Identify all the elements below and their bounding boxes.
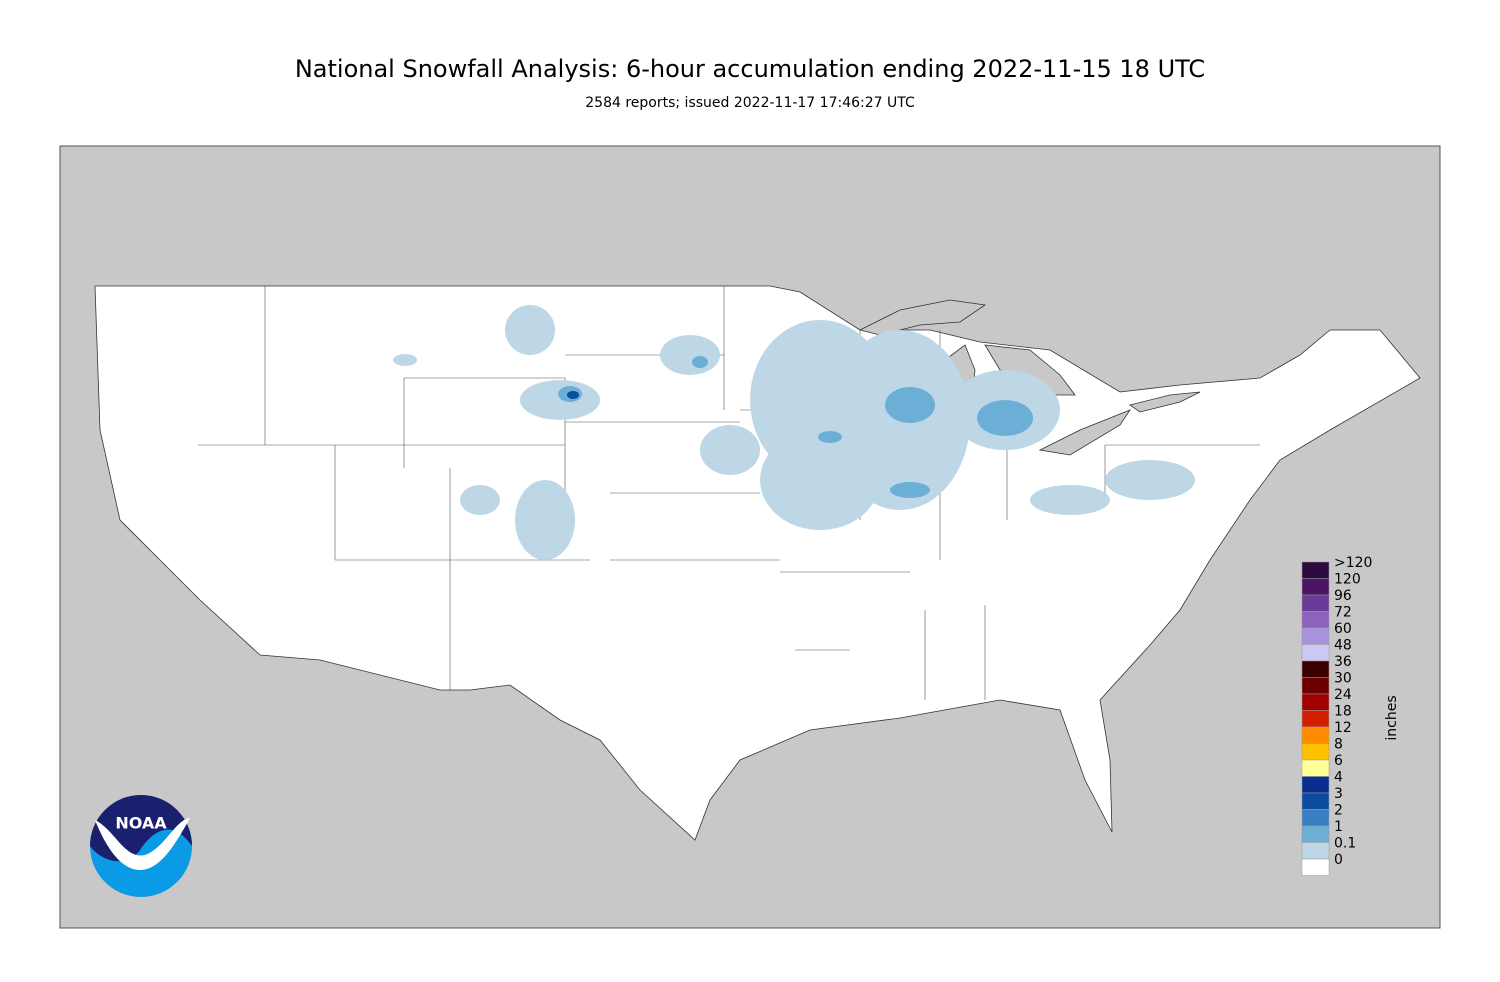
legend-label: 1 bbox=[1334, 819, 1343, 835]
title: National Snowfall Analysis: 6-hour accum… bbox=[295, 55, 1205, 83]
legend-swatch bbox=[1301, 858, 1330, 876]
legend-label: 48 bbox=[1334, 638, 1352, 654]
legend-swatch bbox=[1301, 726, 1330, 744]
legend-swatch bbox=[1301, 693, 1330, 711]
legend-label: 0.1 bbox=[1334, 836, 1356, 852]
legend-unit: inches bbox=[1384, 695, 1400, 740]
legend-label: 36 bbox=[1334, 654, 1352, 670]
legend-swatch bbox=[1301, 644, 1330, 662]
legend-swatch bbox=[1301, 842, 1330, 860]
legend-label: 120 bbox=[1334, 572, 1361, 588]
legend-swatch bbox=[1301, 627, 1330, 645]
legend-label: 60 bbox=[1334, 621, 1352, 637]
subtitle: 2584 reports; issued 2022-11-17 17:46:27… bbox=[585, 95, 915, 111]
legend-label: 2 bbox=[1334, 803, 1343, 819]
legend-swatch bbox=[1301, 561, 1330, 579]
legend-swatch bbox=[1301, 759, 1330, 777]
snow-3-4 bbox=[567, 391, 579, 399]
legend-label: >120 bbox=[1334, 555, 1372, 571]
legend-label: 72 bbox=[1334, 605, 1352, 621]
legend-label: 3 bbox=[1334, 786, 1343, 802]
legend-label: 0 bbox=[1334, 852, 1343, 868]
legend-swatch bbox=[1301, 660, 1330, 678]
legend-swatch bbox=[1301, 594, 1330, 612]
legend-label: 30 bbox=[1334, 671, 1352, 687]
legend-swatch bbox=[1301, 809, 1330, 827]
legend-swatch bbox=[1301, 776, 1330, 794]
legend-swatch bbox=[1301, 792, 1330, 810]
legend-swatch bbox=[1301, 743, 1330, 761]
map bbox=[59, 145, 1441, 929]
logo-text: NOAA bbox=[115, 814, 167, 833]
legend-swatch bbox=[1301, 578, 1330, 596]
legend-label: 12 bbox=[1334, 720, 1352, 736]
legend-label: 24 bbox=[1334, 687, 1352, 703]
legend-label: 8 bbox=[1334, 737, 1343, 753]
legend: inches >1201209672604836302418128643210.… bbox=[1301, 555, 1400, 876]
legend-label: 4 bbox=[1334, 770, 1343, 786]
legend-swatch bbox=[1301, 677, 1330, 695]
snow-1-2 bbox=[558, 356, 1033, 498]
legend-label: 6 bbox=[1334, 753, 1343, 769]
legend-label: 96 bbox=[1334, 588, 1352, 604]
conus bbox=[94, 285, 1421, 841]
legend-label: 18 bbox=[1334, 704, 1352, 720]
legend-swatch bbox=[1301, 825, 1330, 843]
legend-swatch bbox=[1301, 611, 1330, 629]
noaa-logo: NOAA bbox=[90, 795, 192, 897]
legend-swatch bbox=[1301, 710, 1330, 728]
